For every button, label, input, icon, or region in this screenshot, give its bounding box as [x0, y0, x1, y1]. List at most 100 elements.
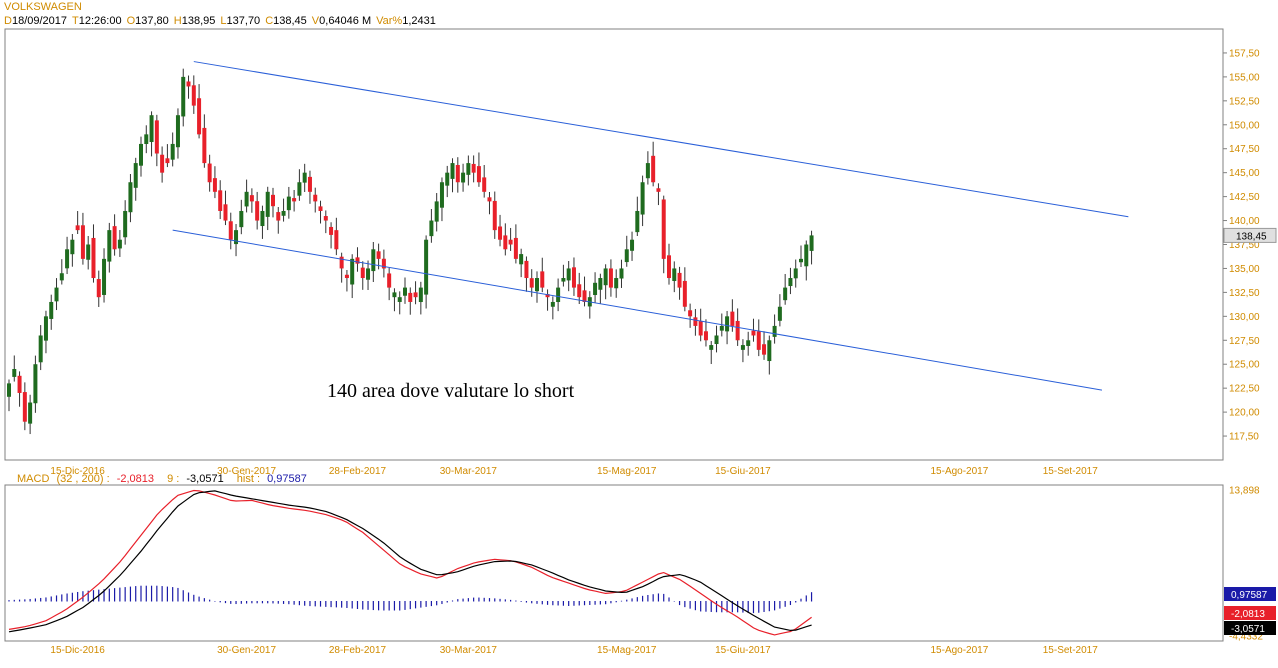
candle — [96, 270, 101, 307]
info-key-2: O — [126, 15, 136, 27]
candle — [408, 287, 413, 315]
candle-body — [740, 345, 745, 350]
candle — [276, 207, 281, 234]
macd-value-label: -2,0813 — [1231, 609, 1265, 620]
candle — [392, 288, 397, 312]
candle-body — [260, 210, 265, 227]
candle — [70, 233, 75, 267]
info-value-7: 1,2431 — [402, 15, 436, 27]
candle — [413, 281, 418, 305]
price-panel-frame — [4, 28, 1224, 461]
candle — [22, 382, 27, 431]
candle — [556, 278, 561, 312]
candle — [334, 217, 339, 256]
candle-body — [793, 268, 798, 279]
candle — [535, 271, 539, 303]
macd-axis: 13,898 -4,4332 — [1229, 486, 1263, 643]
last-price-marker: 138,45 — [1223, 227, 1277, 243]
info-value-3: 138,95 — [181, 15, 216, 27]
candle-body — [608, 268, 613, 288]
macd-value-box — [1224, 587, 1276, 601]
candle-body — [730, 311, 735, 326]
candle — [513, 224, 518, 264]
candle-body — [556, 287, 561, 303]
candle-body — [307, 176, 312, 192]
candle — [54, 278, 59, 311]
candle-body — [746, 340, 751, 346]
candle-body — [302, 172, 307, 183]
candle — [128, 173, 133, 223]
candle — [466, 155, 471, 186]
candle-body — [139, 143, 143, 166]
candle — [318, 200, 323, 224]
macd-value-labels: 0,97587 -2,0813 -3,0571 — [1224, 587, 1276, 635]
candle-body — [376, 251, 381, 259]
candle-body — [160, 154, 165, 173]
price-tick-label: 127,50 — [1229, 336, 1260, 347]
candle — [667, 243, 671, 285]
candle — [376, 243, 381, 270]
candle-body — [476, 166, 481, 183]
macd-value-box — [1224, 606, 1276, 620]
candle-body — [445, 172, 450, 186]
candle-body — [170, 143, 175, 160]
candle — [49, 294, 54, 330]
candle — [112, 214, 117, 256]
candle — [387, 267, 392, 301]
candle-body — [49, 301, 54, 319]
candle-body — [540, 271, 545, 288]
candle-body — [645, 163, 650, 179]
candle — [260, 205, 265, 239]
candle-body — [355, 257, 360, 264]
candle — [566, 260, 571, 292]
candle — [165, 144, 170, 168]
candle — [661, 195, 666, 274]
macd-info-bar: MACD (32 , 200) : -2,0813 9 : -3,0571 hi… — [17, 473, 311, 485]
candle-body — [175, 115, 180, 148]
candle — [577, 272, 582, 304]
macd-params: (32 , 200) : — [56, 473, 110, 485]
candle — [624, 235, 629, 267]
candle-body — [360, 267, 365, 279]
candle — [746, 331, 751, 356]
candle-body — [693, 317, 698, 326]
candle — [804, 240, 809, 281]
candle — [80, 212, 85, 265]
last-price-label: 138,45 — [1236, 231, 1267, 242]
date-label: 15-Ago-2017 — [930, 466, 988, 477]
candle-body — [59, 273, 64, 281]
candle-body — [561, 278, 566, 282]
candle-body — [582, 290, 587, 302]
candle — [455, 157, 460, 193]
candle-body — [788, 278, 793, 287]
info-key-3: H — [173, 15, 182, 27]
info-key-0: D — [4, 15, 12, 27]
candle-body — [297, 182, 302, 196]
candle — [133, 157, 138, 201]
candle — [677, 266, 682, 300]
ohlc-info-bar: D18/09/2017 T12:26:00 O137,80 H138,95 L137,7… — [4, 15, 441, 27]
candle-body — [519, 254, 524, 265]
candle — [635, 196, 640, 237]
candle — [355, 247, 360, 272]
candle-body — [482, 177, 487, 192]
candle-body — [22, 392, 27, 422]
candle-body — [128, 182, 133, 213]
candle — [645, 151, 650, 185]
date-label: 28-Feb-2017 — [329, 466, 387, 477]
candle-body — [286, 196, 291, 211]
candle-body — [661, 199, 666, 259]
macd-signal-label: 9 : — [167, 473, 180, 485]
macd-tick-label: -4,4332 — [1229, 632, 1263, 643]
price-tick-label: 152,50 — [1229, 96, 1260, 107]
candle-body — [714, 335, 719, 345]
price-tick-label: 117,50 — [1229, 432, 1259, 443]
candle-body — [197, 98, 202, 135]
candle-body — [804, 244, 809, 267]
date-label: 30-Gen-2017 — [217, 466, 276, 477]
candle — [561, 264, 566, 287]
candle-body — [255, 201, 260, 221]
price-tick-label: 120,00 — [1229, 408, 1260, 419]
instrument-title: VOLKSWAGEN — [4, 1, 82, 13]
price-axis: 157,50 155,00 152,50 150,00 147,50 145,00 142,… — [1223, 48, 1260, 443]
